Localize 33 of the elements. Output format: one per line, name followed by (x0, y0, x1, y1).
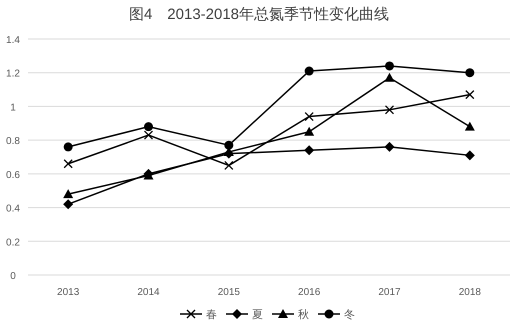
legend-label: 秋 (298, 309, 309, 321)
point (384, 142, 394, 152)
y-tick-label: 1 (10, 102, 16, 114)
point (63, 199, 74, 210)
x-tick-label: 2017 (378, 287, 402, 298)
x-tick-label: 2013 (57, 287, 80, 298)
legend-label: 春 (206, 309, 217, 321)
chart-title: 图4 2013-2018年总氮季节性变化曲线 (128, 6, 390, 23)
y-tick-label: 0.6 (6, 170, 20, 181)
x-tick-label: 2018 (458, 287, 482, 298)
y-tick-label: 1.4 (6, 35, 20, 46)
legend-label: 夏 (252, 309, 263, 321)
y-tick-label: 1.2 (6, 68, 20, 80)
y-tick-label: 0.2 (6, 237, 20, 248)
y-tick-label: 0.4 (6, 204, 20, 215)
point (464, 150, 475, 160)
y-tick-label: 0.8 (6, 136, 20, 148)
point (224, 140, 234, 150)
x-tick-label: 2014 (137, 287, 160, 298)
point (304, 66, 314, 76)
point (384, 72, 394, 82)
point (63, 189, 74, 198)
point (385, 61, 394, 70)
x-tick-label: 2016 (298, 287, 321, 298)
point (464, 122, 475, 131)
point (144, 122, 153, 132)
y-tick-label: 0 (10, 271, 16, 282)
point (64, 142, 73, 152)
point (465, 68, 474, 78)
point (304, 126, 314, 136)
point (304, 145, 314, 156)
legend-label: 冬 (344, 309, 355, 321)
x-tick-label: 2015 (218, 287, 240, 298)
